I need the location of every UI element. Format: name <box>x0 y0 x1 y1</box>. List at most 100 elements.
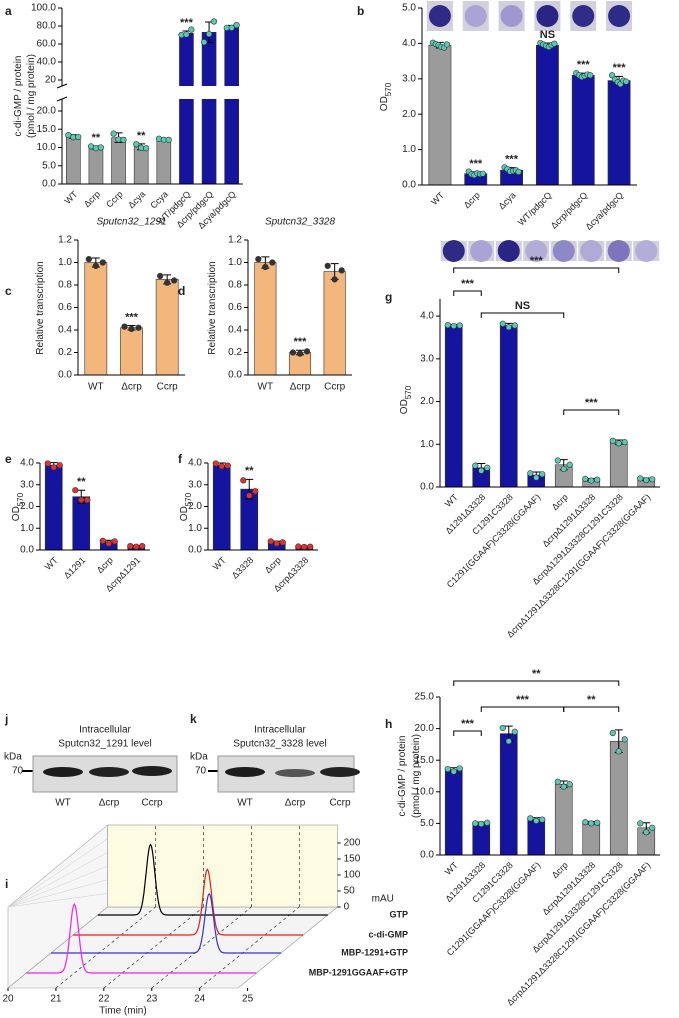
significance-label: *** <box>505 154 519 166</box>
significance-bracket <box>453 290 482 296</box>
x-tick-label: Δcya/pdgcQ <box>583 190 625 232</box>
x-tick-label: WT <box>443 860 460 877</box>
wall-line <box>7 852 108 908</box>
y-tick-label: 1.0 <box>20 523 34 534</box>
x-axis-label: Time (min) <box>99 1006 146 1017</box>
data-point <box>478 467 485 474</box>
significance-label: *** <box>469 158 483 170</box>
panel-letter: b <box>357 4 364 18</box>
data-point <box>78 496 85 504</box>
blot-title: Sputcn32_1291 level <box>58 739 151 750</box>
data-point <box>233 22 240 29</box>
data-point <box>560 783 567 790</box>
bar <box>554 783 573 856</box>
wall-line <box>7 865 108 908</box>
y-tick-label: 3.0 <box>420 353 434 364</box>
data-point <box>450 768 457 775</box>
data-point <box>99 259 106 266</box>
bar <box>323 271 346 376</box>
y-axis-label-sub: 570 <box>384 82 393 96</box>
y-tick-label: 0.4 <box>228 325 242 336</box>
data-point <box>84 496 91 504</box>
axis-break <box>59 86 65 99</box>
significance-label: *** <box>125 311 139 323</box>
significance-label: *** <box>577 59 591 71</box>
y-axis-label: (pmol / mg protein) <box>411 734 422 818</box>
y-tick-label: 1.0 <box>228 257 242 268</box>
data-point <box>120 136 127 143</box>
significance-label: ** <box>587 694 596 706</box>
bar <box>156 139 172 185</box>
data-point <box>560 465 567 473</box>
x-tick-label: 23 <box>146 994 158 1005</box>
data-point <box>171 277 178 284</box>
data-point <box>527 815 534 822</box>
y-axis-label-sub: 570 <box>16 492 25 506</box>
data-point <box>127 542 134 550</box>
data-point <box>289 349 297 356</box>
y-axis-label-text: (pmol / mg protein) <box>26 54 37 138</box>
data-point <box>301 543 308 551</box>
x-tick-label: Δcya <box>126 189 147 210</box>
bar <box>499 733 518 856</box>
significance-label: *** <box>530 255 544 267</box>
data-point <box>307 543 314 550</box>
data-point <box>443 41 451 48</box>
data-point <box>566 781 573 788</box>
y-tick-label: 100.0 <box>31 3 56 14</box>
significance-bracket <box>563 706 620 712</box>
x-tick-label: 24 <box>194 994 206 1005</box>
y-tick-label: 3.0 <box>402 73 416 84</box>
bar <box>536 44 559 186</box>
y-tick-label: 0.0 <box>58 370 72 381</box>
data-point <box>588 820 595 827</box>
lane-label: WT <box>55 798 71 809</box>
blot-title: Intracellular <box>254 725 306 736</box>
well <box>497 240 520 262</box>
blot-band <box>320 767 360 777</box>
y-tick-label: 0.2 <box>228 347 242 358</box>
bar <box>609 441 628 488</box>
y-tick-label: 10.0 <box>37 142 57 153</box>
lane-label: Ccrp <box>329 798 351 809</box>
x-tick-label: 21 <box>50 994 62 1005</box>
bar <box>609 740 628 856</box>
y-tick-label: 0.8 <box>228 280 242 291</box>
blot-title: Sputcn32_3328 level <box>233 739 326 750</box>
lane-label: WT <box>237 798 253 809</box>
wall-line <box>7 838 108 908</box>
blot-band <box>225 767 265 777</box>
y-tick-label: 3.0 <box>20 479 34 490</box>
y-tick-label: 60.0 <box>37 39 57 50</box>
data-point <box>456 322 463 329</box>
significance-bracket <box>453 680 620 686</box>
data-point <box>587 72 594 79</box>
bar <box>212 464 231 551</box>
bar <box>428 44 452 186</box>
data-point <box>609 437 616 444</box>
bar <box>201 31 217 185</box>
y-axis-label: mAU <box>372 894 394 905</box>
data-point <box>499 320 506 327</box>
data-point <box>484 464 491 471</box>
y-tick-label: 1.0 <box>188 523 202 534</box>
significance-label: *** <box>461 718 475 730</box>
data-point <box>444 765 451 773</box>
lane-label: Ccrp <box>141 798 163 809</box>
data-point <box>511 322 518 329</box>
y-tick-label: 15.0 <box>415 755 435 766</box>
data-point <box>201 39 208 46</box>
y-tick-label: 5.0 <box>402 3 416 14</box>
data-point <box>128 325 135 332</box>
data-point <box>267 538 274 545</box>
panel-letter: j <box>4 712 8 726</box>
data-point <box>608 72 616 79</box>
y-tick-label: 20.0 <box>415 723 435 734</box>
significance-label: *** <box>461 278 475 290</box>
bar <box>224 26 240 185</box>
data-point <box>615 748 622 755</box>
data-point <box>99 537 106 544</box>
data-point <box>295 543 302 550</box>
data-point <box>622 78 630 85</box>
y-axis-label: Relative transcription <box>35 261 46 354</box>
